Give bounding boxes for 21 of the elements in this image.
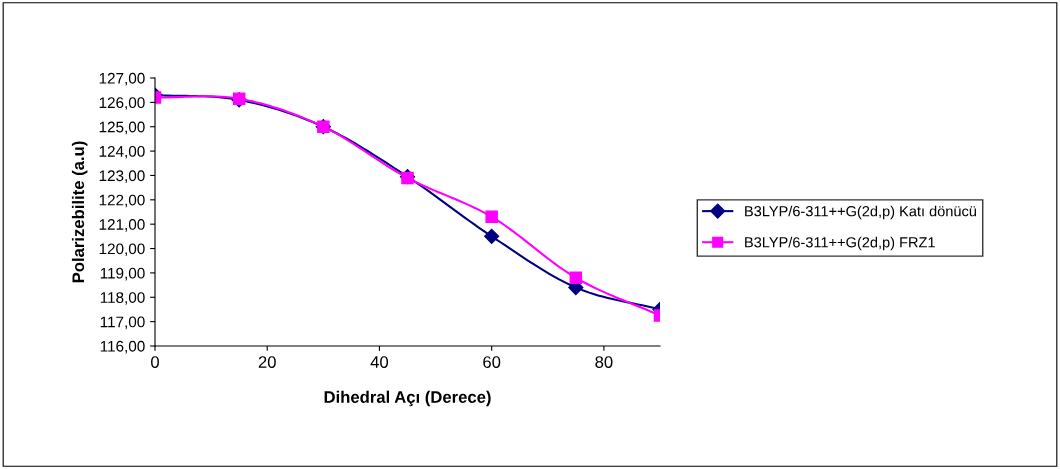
x-axis-title: Dihedral Açı (Derece) [324,390,491,407]
y-tick-label: 119,00 [100,267,145,281]
x-tick-label: 20 [258,356,276,368]
legend-label: B3LYP/6-311++G(2d,p) FRZ1 [745,236,935,251]
y-tick-label: 118,00 [100,292,145,305]
x-tick-label: 0 [151,356,159,368]
y-tick-label: 123,00 [99,170,145,183]
x-tick-label: 60 [483,356,501,368]
legend-label: B3LYP/6-311++G(2d,p) Katı dönücü [745,205,976,220]
y-tick-label: 127,00 [99,72,145,86]
y-tick-label: 124,00 [99,145,145,159]
y-tick-label: 125,00 [99,121,145,135]
x-tick-label: 80 [595,356,613,368]
y-tick-label: 116,00 [100,340,145,354]
y-tick-label: 122,00 [99,194,145,208]
y-tick-label: 120,00 [99,243,145,257]
x-tick-label: 40 [370,356,389,368]
y-tick-label: 117,00 [100,316,145,330]
y-axis-title: Polarizebilite (a.u) [71,141,88,283]
y-tick-label: 121,00 [99,219,145,232]
y-tick-label: 126,00 [99,97,145,110]
